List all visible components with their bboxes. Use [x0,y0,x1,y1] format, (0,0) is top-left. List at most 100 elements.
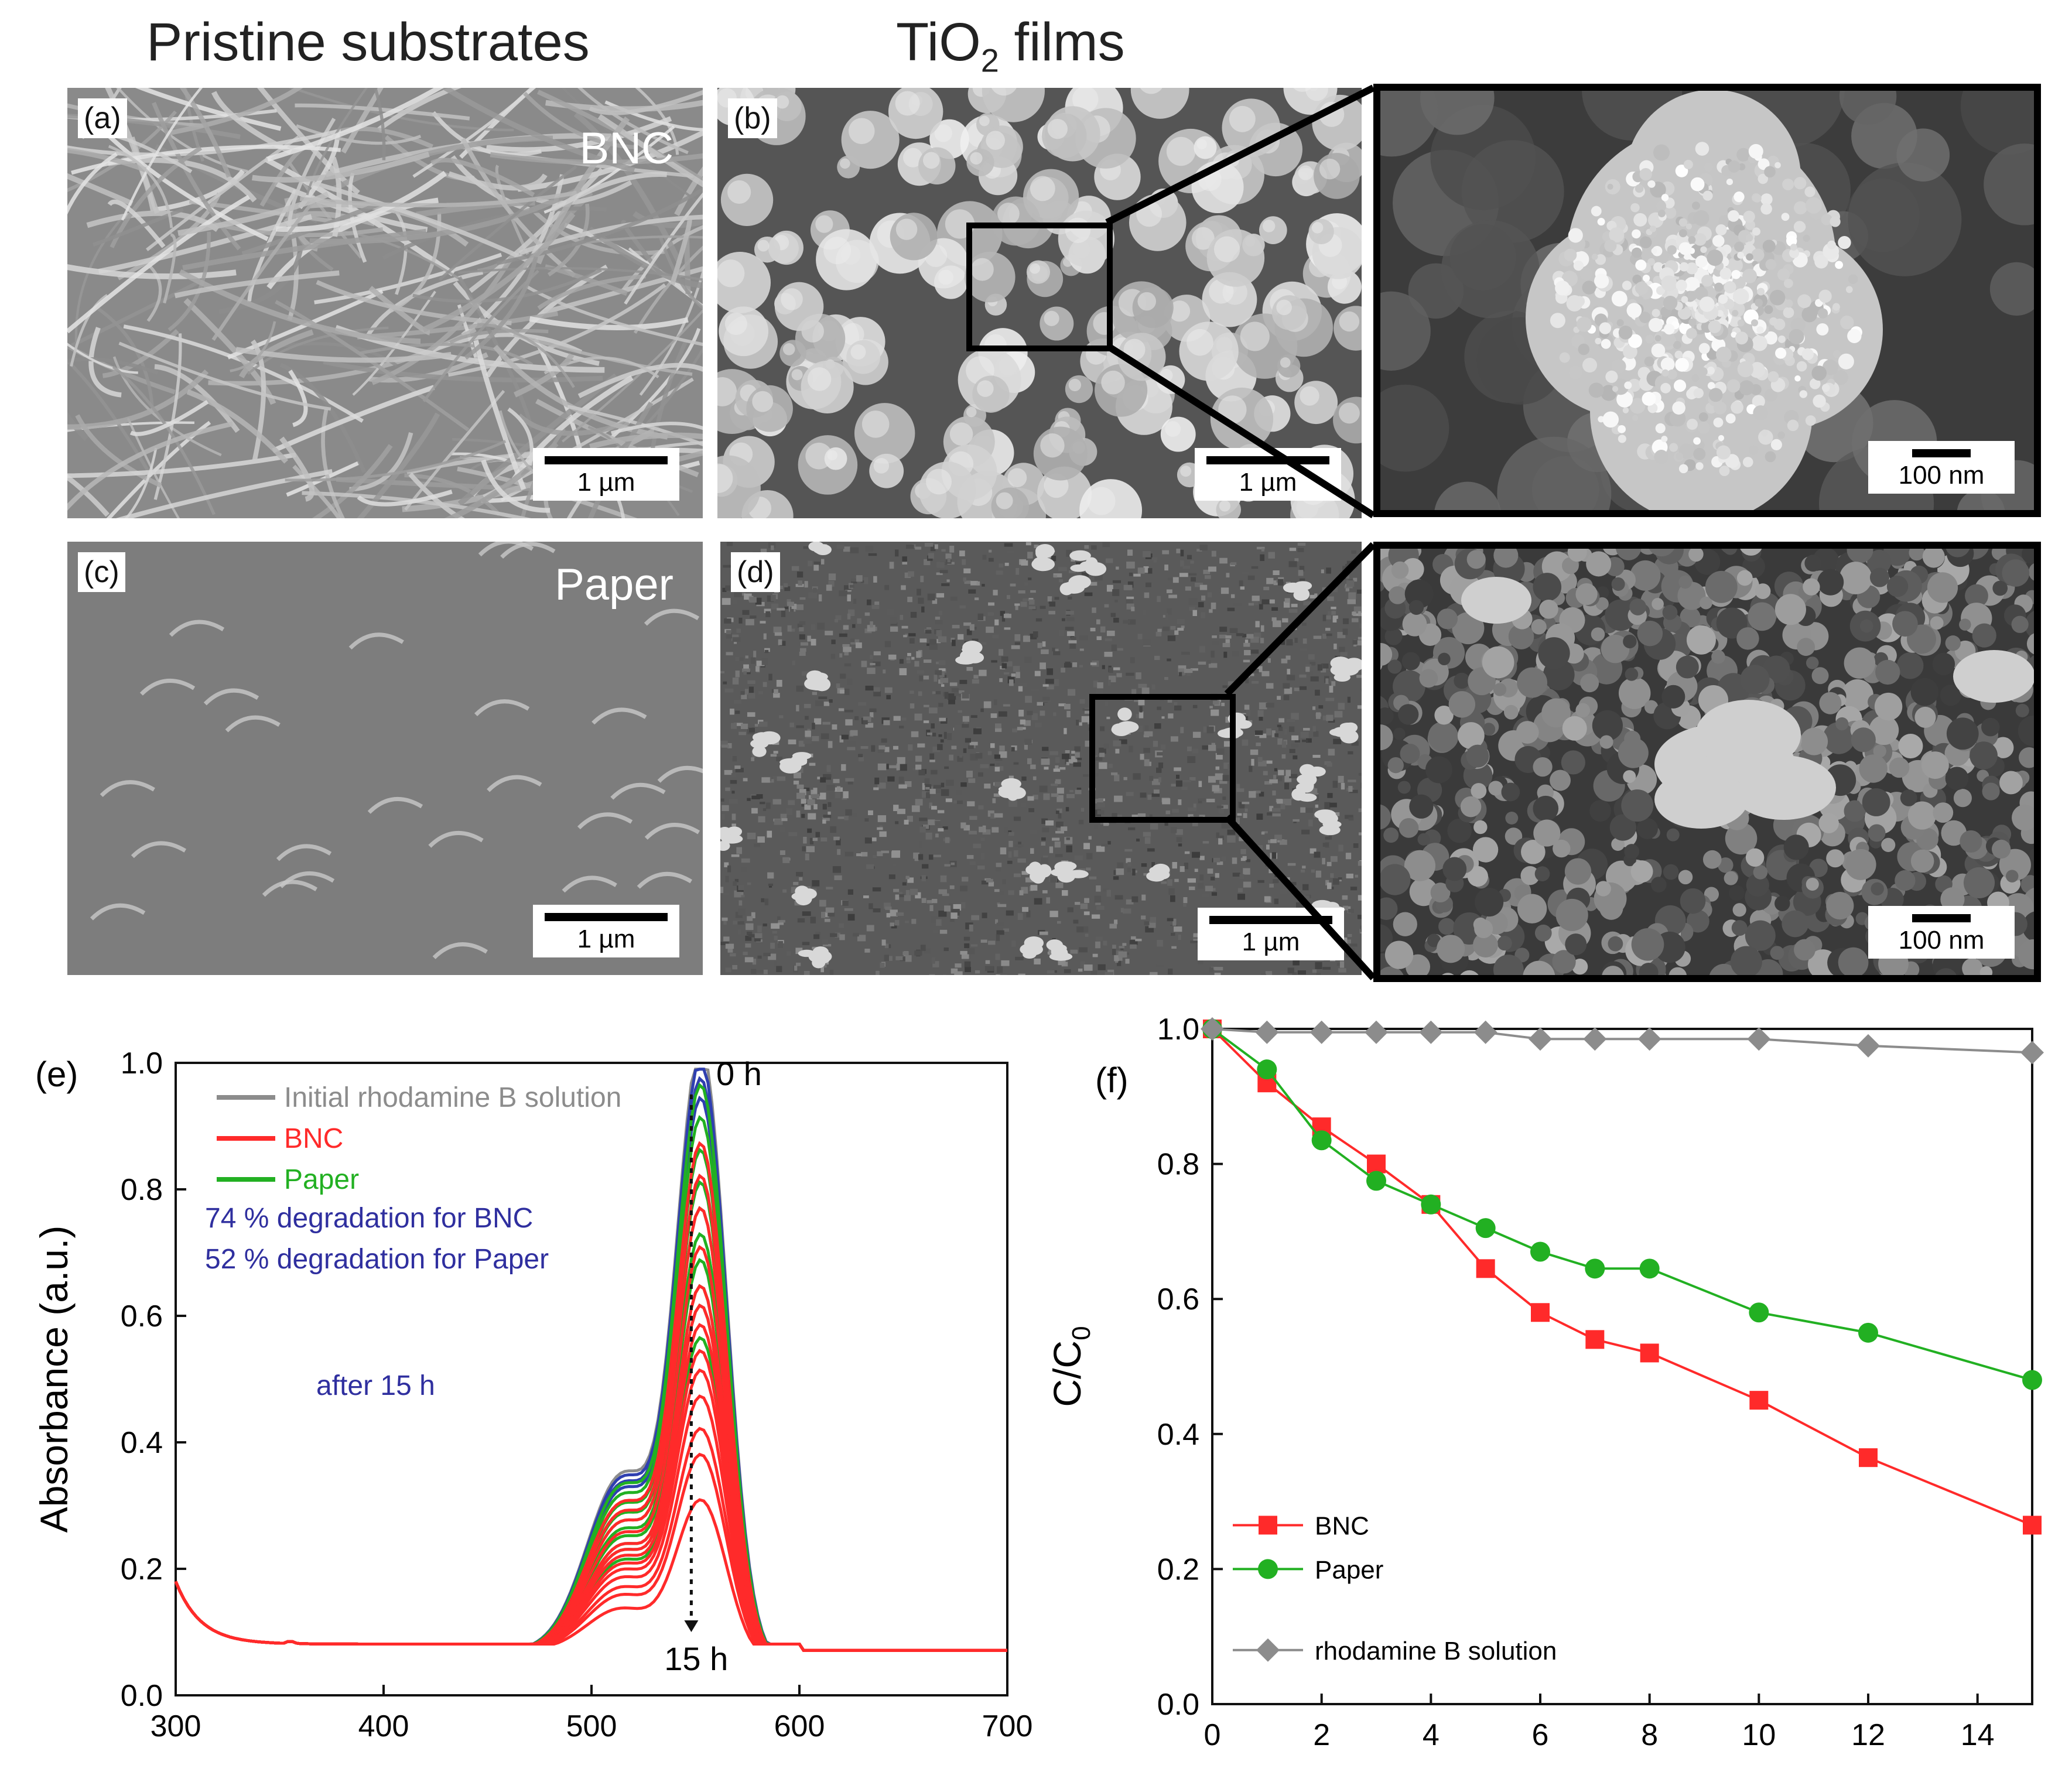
legend-label-bnc: BNC [1315,1511,1369,1540]
scale-bar-b-text: 1 µm [1239,468,1297,497]
scale-bar-b: 1 µm [1195,448,1341,501]
legend-label-rhodamine-b-solution: rhodamine B solution [1315,1637,1557,1665]
chart-f-plot-frame [1211,1028,2033,1705]
data-point-rhodamine-b-solution [2020,1041,2044,1065]
data-point-paper [1475,1218,1496,1239]
chart-f-y-tick-label: 0.2 [1157,1552,1199,1586]
panel-b-zoom-sem-image: 100 nm [1373,84,2041,517]
data-point-rhodamine-b-solution [1583,1027,1607,1051]
legend-marker-rhodamine-b-solution [1256,1638,1280,1662]
data-point-bnc [2023,1516,2042,1535]
chart-e-start-label: 0 h [716,1055,762,1092]
data-point-bnc [1476,1259,1495,1278]
data-point-paper [1749,1302,1769,1323]
scale-bar-d: 1 µm [1198,908,1344,960]
chart-e-y-tick-label: 0.0 [121,1679,163,1713]
series-line-bnc [1211,1028,2033,1527]
data-point-rhodamine-b-solution [1856,1034,1880,1058]
data-point-rhodamine-b-solution [1473,1020,1497,1044]
data-point-paper [1530,1241,1550,1262]
tio2-flower-closeup-b [1373,84,2041,517]
chart-f-x-tick-label: 4 [1423,1718,1440,1752]
panel-label-d: (d) [731,552,780,592]
chart-e-y-tick-label: 0.2 [121,1552,163,1586]
spectrum-bnc [174,1498,1007,1652]
chart-f-y-tick-label: 0.8 [1157,1148,1199,1182]
data-point-bnc [1531,1303,1550,1322]
chart-f-y-tick-label: 0.4 [1157,1418,1199,1452]
chart-f-y-tick-label: 0.0 [1157,1688,1199,1722]
scale-bar-d-zoom: 100 nm [1868,906,2015,959]
chart-f-y-tick-label: 1.0 [1157,1013,1199,1046]
header-tio2-text: TiO [896,12,981,72]
data-point-bnc [1859,1448,1878,1468]
zoom-box-b [966,223,1113,351]
chart-e-y-tick-label: 0.8 [121,1173,163,1207]
paper-label: Paper [555,560,673,610]
data-point-paper [1257,1059,1277,1080]
chart-e-y-tick-label: 0.6 [121,1299,163,1333]
data-point-rhodamine-b-solution [1529,1027,1552,1051]
panel-label-b: (b) [728,98,777,138]
spectrum-paper [174,1303,1007,1652]
chart-e-annotation-3: after 15 h [316,1370,435,1401]
panel-a-bnc-sem-image: (a) BNC 1 µm [67,88,703,518]
data-point-rhodamine-b-solution [1637,1027,1661,1051]
scale-bar-a-text: 1 µm [577,468,635,497]
data-point-paper [1858,1322,1878,1343]
data-point-bnc [1585,1330,1605,1349]
panel-c-paper-sem-image: (c) Paper 1 µm [67,542,703,975]
data-point-bnc [1749,1391,1769,1410]
data-point-paper [1311,1130,1332,1151]
header-tio2-films: TiO2 films [896,12,1125,79]
data-point-rhodamine-b-solution [1365,1020,1388,1044]
data-point-paper [2022,1370,2042,1390]
data-point-paper [1366,1171,1386,1191]
scale-bar-c-text: 1 µm [577,925,635,953]
series-line-rhodamine-b-solution [1212,1028,2033,1054]
scale-bar-a: 1 µm [533,448,679,501]
chart-f-x-tick-label: 6 [1532,1718,1549,1752]
chart-e-annotation-1: 74 % degradation for BNC [205,1203,533,1234]
legend-marker-bnc [1259,1516,1277,1535]
chart-f-y-axis-subscript: 0 [1067,1326,1096,1340]
data-point-rhodamine-b-solution [1747,1027,1771,1051]
chart-f-degradation-kinetics: 024681012140.00.20.40.60.81.0(f)Exposure… [1048,1013,2044,1752]
chart-e-legend-label: Initial rhodamine B solution [284,1082,621,1113]
panel-label-f: (f) [1095,1061,1129,1100]
chart-f-x-tick-label: 0 [1204,1718,1221,1752]
chart-e-arrow-head [684,1620,699,1632]
chart-e-end-label: 15 h [664,1640,728,1677]
panel-label-c: (c) [78,552,125,592]
chart-f-y-tick-label: 0.6 [1157,1282,1199,1316]
data-point-bnc [1367,1154,1386,1174]
chart-e-y-tick-label: 0.4 [121,1426,163,1460]
panel-label-a: (a) [78,98,127,138]
data-point-rhodamine-b-solution [1255,1020,1279,1044]
legend-marker-paper [1258,1559,1278,1579]
data-point-rhodamine-b-solution [1201,1017,1224,1041]
chart-e-y-axis-label: Absorbance (a.u.) [32,1226,76,1533]
scale-bar-b-zoom-text: 100 nm [1898,461,1985,490]
chart-f-x-tick-label: 8 [1641,1718,1658,1752]
scale-bar-d-text: 1 µm [1242,928,1300,956]
scale-bar-b-zoom: 100 nm [1868,441,2015,494]
chart-e-legend-label: BNC [284,1123,343,1154]
chart-f-x-tick-label: 14 [1961,1718,1995,1752]
data-point-rhodamine-b-solution [1419,1020,1443,1044]
chart-e-absorbance-spectra: 3004005006007000.00.20.40.60.81.0(e)Wave… [32,1046,1032,1743]
chart-f-y-axis-label: C/C0 [1048,1326,1096,1407]
panel-d-zoom-sem-image: 100 nm [1373,542,2041,982]
chart-f-x-tick-label: 12 [1851,1718,1885,1752]
scale-bar-d-zoom-text: 100 nm [1898,926,1985,955]
data-point-paper [1585,1258,1605,1279]
chart-e-x-tick-label: 500 [566,1709,617,1743]
scale-bar-c: 1 µm [533,905,679,957]
panel-d-tio2-paper-sem-image: (d) 1 µm [720,542,1362,975]
header-tio2-subscript: 2 [980,42,999,79]
panel-label-e: (e) [35,1055,78,1094]
legend-label-paper: Paper [1315,1555,1383,1584]
header-pristine-substrates: Pristine substrates [146,12,590,72]
chart-e-x-tick-label: 600 [774,1709,825,1743]
chart-e-x-tick-label: 400 [358,1709,409,1743]
